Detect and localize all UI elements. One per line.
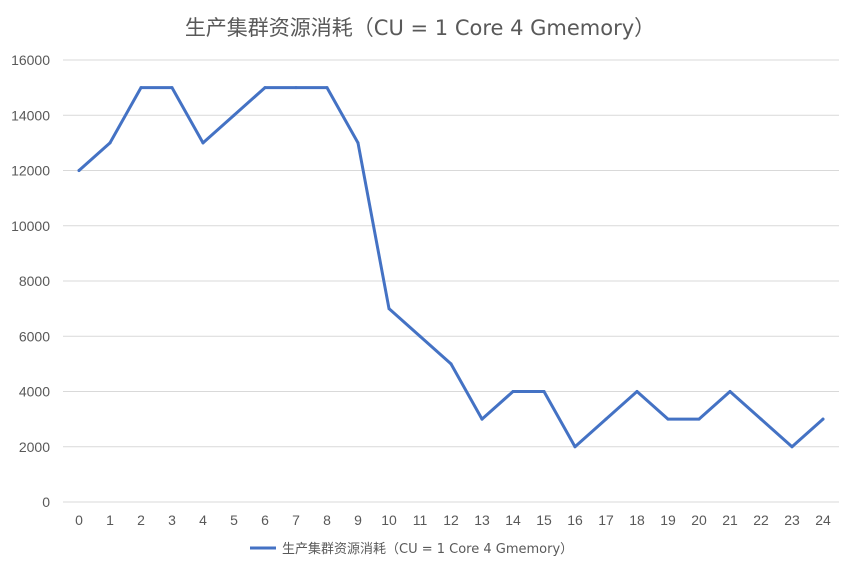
data-point (822, 418, 825, 421)
x-tick-label: 7 (292, 512, 300, 528)
data-point (419, 335, 422, 338)
data-point (140, 86, 143, 89)
y-tick-label: 12000 (11, 163, 50, 179)
y-tick-label: 14000 (11, 107, 50, 123)
data-point (78, 169, 81, 172)
x-tick-label: 12 (443, 512, 459, 528)
gridlines (63, 60, 839, 502)
data-point (760, 418, 763, 421)
x-tick-label: 10 (381, 512, 397, 528)
x-tick-label: 18 (629, 512, 645, 528)
y-tick-label: 10000 (11, 218, 50, 234)
x-tick-label: 17 (598, 512, 614, 528)
data-point (791, 445, 794, 448)
x-tick-label: 21 (722, 512, 738, 528)
x-tick-label: 2 (137, 512, 145, 528)
data-point (729, 390, 732, 393)
data-point (543, 390, 546, 393)
series-layer (78, 86, 825, 448)
data-point (109, 141, 112, 144)
x-tick-label: 11 (413, 512, 428, 528)
x-tick-label: 6 (261, 512, 269, 528)
x-tick-label: 14 (505, 512, 521, 528)
x-tick-label: 15 (536, 512, 552, 528)
x-tick-label: 19 (660, 512, 676, 528)
x-tick-label: 24 (815, 512, 831, 528)
data-point (202, 141, 205, 144)
x-axis-ticks: 0 1 2 3 4 5 6 7 8 9 10 11 12 13 14 15 16 17 18 19 20 21 22 23 24 (75, 512, 831, 528)
y-tick-label: 0 (42, 494, 50, 510)
data-point (450, 362, 453, 365)
data-point (481, 418, 484, 421)
x-tick-label: 20 (691, 512, 707, 528)
x-tick-label: 4 (199, 512, 207, 528)
data-point (388, 307, 391, 310)
data-point (357, 141, 360, 144)
data-point (295, 86, 298, 89)
y-tick-label: 2000 (19, 439, 50, 455)
legend: 生产集群资源消耗（CU = 1 Core 4 Gmemory） (250, 541, 573, 557)
x-tick-label: 8 (323, 512, 331, 528)
x-tick-label: 13 (474, 512, 490, 528)
chart-title: 生产集群资源消耗（CU = 1 Core 4 Gmemory） (185, 16, 655, 40)
x-tick-label: 1 (106, 512, 114, 528)
y-axis-ticks: 0 2000 4000 6000 8000 10000 12000 14000 16000 (11, 52, 50, 510)
y-tick-label: 16000 (11, 52, 50, 68)
x-tick-label: 23 (784, 512, 800, 528)
data-point (667, 418, 670, 421)
data-point (326, 86, 329, 89)
data-point (233, 114, 236, 117)
x-tick-label: 3 (168, 512, 176, 528)
x-tick-label: 22 (753, 512, 769, 528)
y-tick-label: 6000 (19, 328, 50, 344)
data-point (574, 445, 577, 448)
x-tick-label: 9 (354, 512, 362, 528)
x-tick-label: 16 (567, 512, 583, 528)
x-tick-label: 0 (75, 512, 83, 528)
data-point (512, 390, 515, 393)
data-point (264, 86, 267, 89)
data-point (636, 390, 639, 393)
x-tick-label: 5 (230, 512, 238, 528)
data-point (605, 418, 608, 421)
legend-label: 生产集群资源消耗（CU = 1 Core 4 Gmemory） (282, 541, 573, 557)
series-line (79, 88, 823, 447)
data-point (698, 418, 701, 421)
data-point (171, 86, 174, 89)
y-tick-label: 4000 (19, 384, 50, 400)
y-tick-label: 8000 (19, 273, 50, 289)
